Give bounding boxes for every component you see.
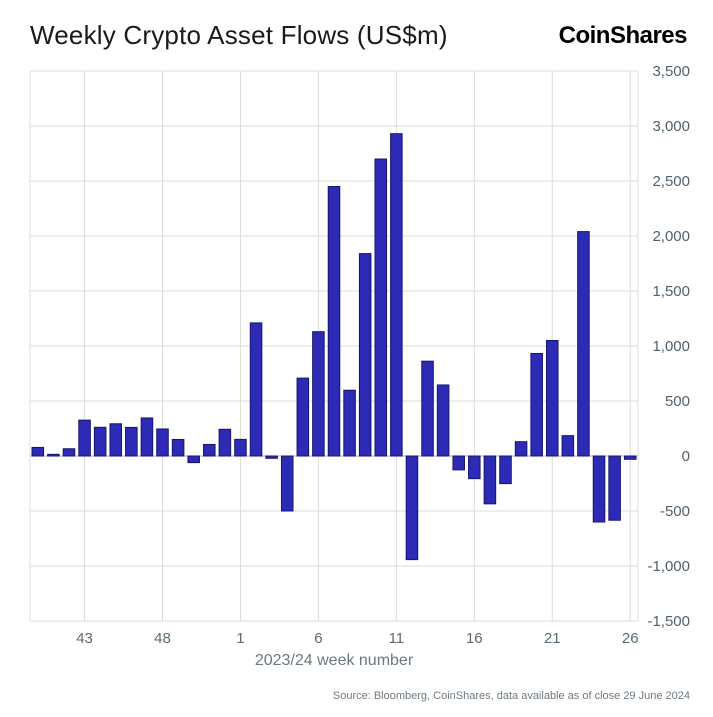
svg-text:2,500: 2,500: [652, 173, 690, 190]
source-caption: Source: Bloomberg, CoinShares, data avai…: [332, 690, 690, 702]
svg-text:6: 6: [314, 630, 322, 647]
svg-text:16: 16: [466, 630, 483, 647]
svg-text:-1,500: -1,500: [647, 613, 690, 630]
svg-text:1,000: 1,000: [652, 338, 690, 355]
svg-text:26: 26: [622, 630, 639, 647]
svg-text:-1,000: -1,000: [647, 558, 690, 575]
svg-text:48: 48: [154, 630, 171, 647]
svg-text:-500: -500: [660, 503, 690, 520]
x-axis-label: 2023/24 week number: [254, 652, 414, 669]
svg-text:11: 11: [389, 630, 405, 647]
svg-text:0: 0: [682, 448, 690, 465]
svg-text:500: 500: [665, 393, 690, 410]
chart-title: Weekly Crypto Asset Flows (US$m): [30, 20, 448, 50]
svg-text:2,000: 2,000: [652, 228, 690, 245]
svg-text:1,500: 1,500: [652, 283, 690, 300]
svg-text:3,000: 3,000: [652, 118, 690, 135]
svg-text:43: 43: [76, 630, 93, 647]
svg-text:21: 21: [544, 630, 561, 647]
svg-text:3,500: 3,500: [652, 63, 690, 80]
svg-text:1: 1: [236, 630, 244, 647]
coinshares-logo: CoinShares: [558, 22, 688, 49]
